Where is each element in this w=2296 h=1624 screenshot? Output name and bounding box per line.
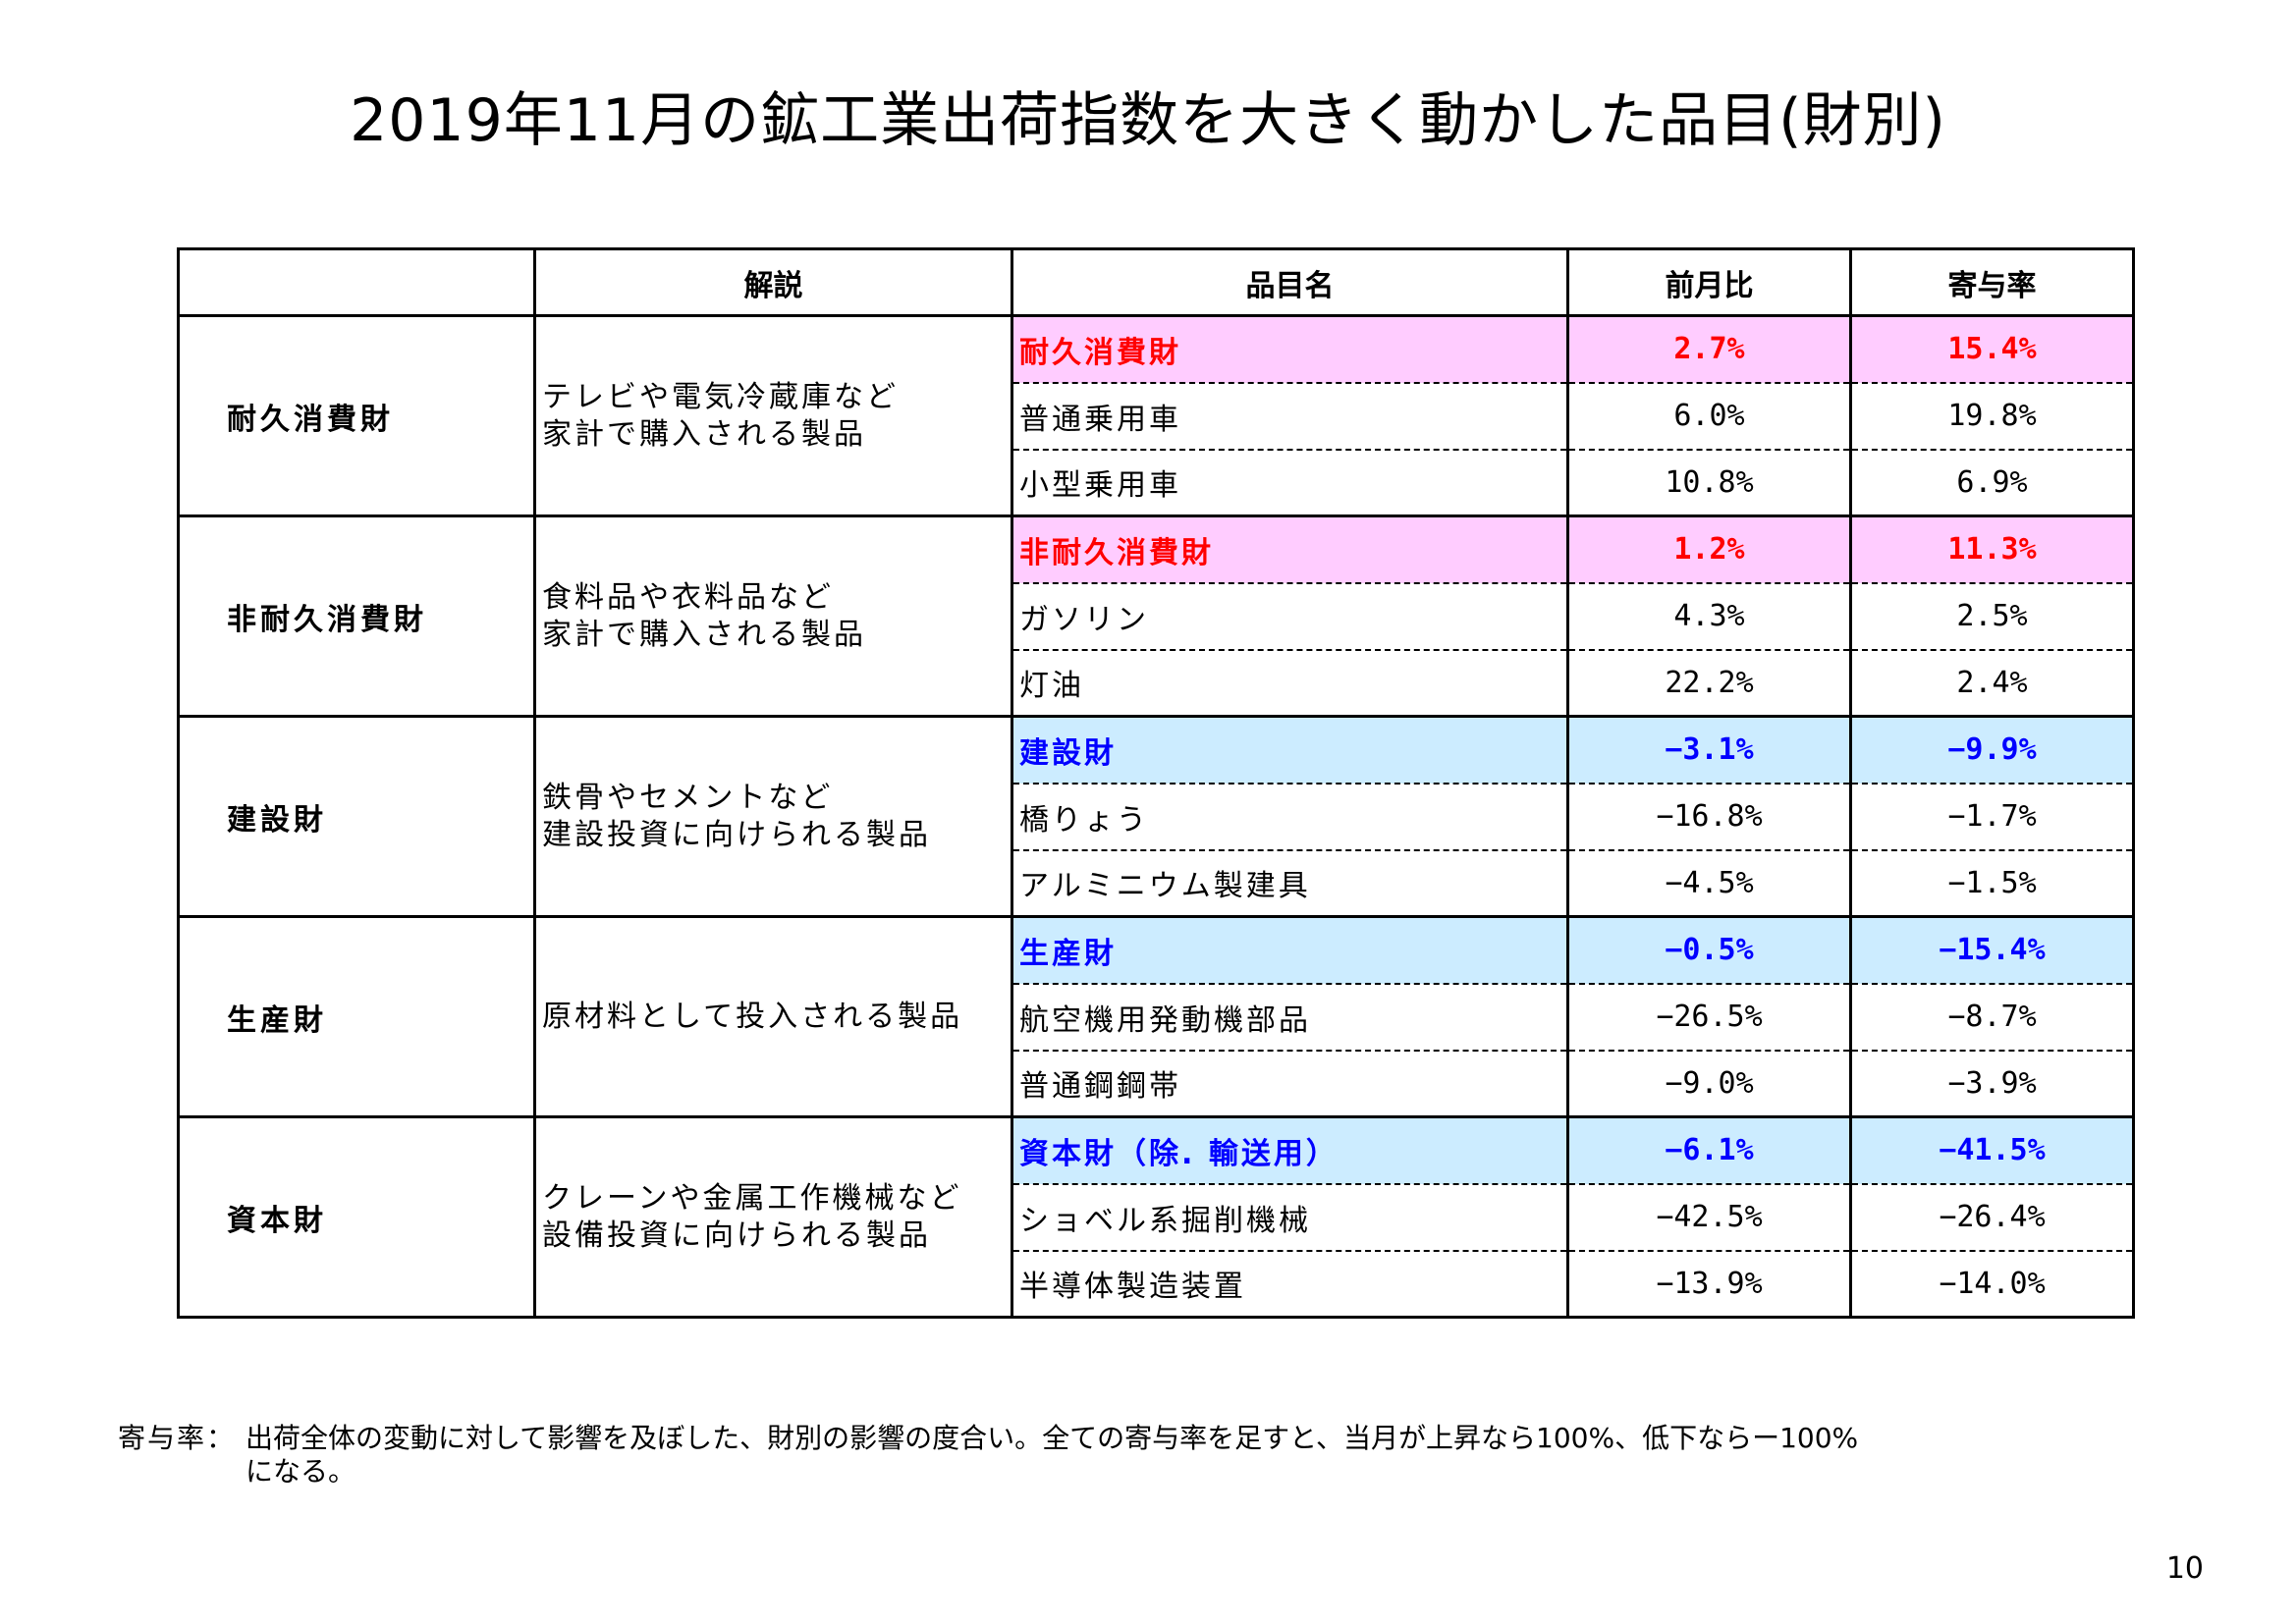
table-row: 資本財 クレーンや金属工作機械など 設備投資に向けられる製品 資本財（除. 輸送…: [177, 1115, 2135, 1319]
table-row: ガソリン 4.3% 2.5%: [179, 582, 2135, 651]
contribution-value: −3.9%: [1849, 1050, 2135, 1118]
description-line: クレーンや金属工作機械など: [542, 1180, 962, 1216]
mom-value: 10.8%: [1566, 449, 1852, 517]
mom-value: −42.5%: [1566, 1183, 1852, 1252]
description-line: 原材料として投入される製品: [542, 999, 963, 1034]
item-name: アルミニウム製建具: [1011, 849, 1569, 918]
contribution-value: 2.5%: [1849, 582, 2135, 651]
group-description: 鉄骨やセメントなど 建設投資に向けられる製品: [533, 715, 1013, 918]
table-row: アルミニウム製建具 −4.5% −1.5%: [179, 849, 2135, 918]
mom-value: −0.5%: [1566, 915, 1852, 985]
contribution-value: 11.3%: [1849, 514, 2135, 584]
table-row: 生産財 原材料として投入される製品 生産財 −0.5% −15.4%: [177, 915, 2135, 1118]
header-contribution: 寄与率: [1849, 247, 2135, 317]
mom-value: −9.0%: [1566, 1050, 1852, 1118]
table-row: ショベル系掘削機械 −42.5% −26.4%: [179, 1183, 2135, 1252]
item-name: ガソリン: [1011, 582, 1569, 651]
group-name: 耐久消費財: [177, 314, 536, 517]
header-item-name: 品目名: [1011, 247, 1569, 317]
table-row: 非耐久消費財 食料品や衣料品など 家計で購入される製品 非耐久消費財 1.2% …: [177, 514, 2135, 718]
group-name: 生産財: [177, 915, 536, 1118]
contribution-value: −15.4%: [1849, 915, 2135, 985]
table-row: 航空機用発動機部品 −26.5% −8.7%: [179, 983, 2135, 1052]
header-row: 解説 品目名 前月比 寄与率: [177, 247, 2135, 317]
header-mom-change: 前月比: [1566, 247, 1852, 317]
mom-value: 6.0%: [1566, 382, 1852, 451]
page-title: 2019年11月の鉱工業出荷指数を大きく動かした品目(財別): [350, 86, 1946, 155]
item-name: 資本財（除. 輸送用）: [1011, 1115, 1569, 1185]
item-name: 灯油: [1011, 649, 1569, 718]
description-line: 建設投資に向けられる製品: [542, 817, 931, 852]
contribution-value: 15.4%: [1849, 314, 2135, 384]
table-row: 普通鋼鋼帯 −9.0% −3.9%: [179, 1050, 2135, 1118]
description-line: 家計で購入される製品: [542, 617, 866, 652]
header-description: 解説: [533, 247, 1013, 317]
contribution-value: 19.8%: [1849, 382, 2135, 451]
contribution-value: −8.7%: [1849, 983, 2135, 1052]
contribution-value: 6.9%: [1849, 449, 2135, 517]
mom-value: −26.5%: [1566, 983, 1852, 1052]
group-description: クレーンや金属工作機械など 設備投資に向けられる製品: [533, 1115, 1013, 1319]
table-row: 橋りょう −16.8% −1.7%: [179, 783, 2135, 851]
item-name: 建設財: [1011, 715, 1569, 785]
mom-value: −16.8%: [1566, 783, 1852, 851]
contribution-value: −1.5%: [1849, 849, 2135, 918]
item-name: 生産財: [1011, 915, 1569, 985]
shipment-table: 解説 品目名 前月比 寄与率 耐久消費財 テレビや電気冷蔵庫など 家計で購入され…: [177, 247, 2135, 1319]
item-name: 耐久消費財: [1011, 314, 1569, 384]
footnote-line-2: になる。: [246, 1455, 356, 1488]
mom-value: 4.3%: [1566, 582, 1852, 651]
item-name: 普通鋼鋼帯: [1011, 1050, 1569, 1118]
page-number: 10: [2165, 1551, 2204, 1586]
item-name: 普通乗用車: [1011, 382, 1569, 451]
contribution-value: −1.7%: [1849, 783, 2135, 851]
footnote-text: 出荷全体の変動に対して影響を及ぼした、財別の影響の度合い。全ての寄与率を足すと、…: [246, 1422, 1859, 1454]
table-row: 建設財 鉄骨やセメントなど 建設投資に向けられる製品 建設財 −3.1% −9.…: [177, 715, 2135, 918]
group-description: 原材料として投入される製品: [533, 915, 1013, 1118]
table-row: 半導体製造装置 −13.9% −14.0%: [179, 1250, 2135, 1319]
item-name: ショベル系掘削機械: [1011, 1183, 1569, 1252]
item-name: 橋りょう: [1011, 783, 1569, 851]
group-description: テレビや電気冷蔵庫など 家計で購入される製品: [533, 314, 1013, 517]
header-blank: [177, 247, 536, 317]
description-line: 鉄骨やセメントなど: [542, 780, 834, 815]
group-description: 食料品や衣料品など 家計で購入される製品: [533, 514, 1013, 718]
mom-value: 1.2%: [1566, 514, 1852, 584]
group-name: 非耐久消費財: [177, 514, 536, 718]
description-line: 設備投資に向けられる製品: [542, 1218, 931, 1253]
contribution-value: 2.4%: [1849, 649, 2135, 718]
item-name: 小型乗用車: [1011, 449, 1569, 517]
mom-value: −3.1%: [1566, 715, 1852, 785]
mom-value: 2.7%: [1566, 314, 1852, 384]
item-name: 航空機用発動機部品: [1011, 983, 1569, 1052]
description-line: 家計で購入される製品: [542, 416, 866, 452]
contribution-value: −14.0%: [1849, 1250, 2135, 1319]
table-row: 耐久消費財 テレビや電気冷蔵庫など 家計で購入される製品 耐久消費財 2.7% …: [177, 314, 2135, 517]
footnote: 寄与率： 出荷全体の変動に対して影響を及ぼした、財別の影響の度合い。全ての寄与率を…: [118, 1422, 2180, 1489]
table-row: 小型乗用車 10.8% 6.9%: [179, 449, 2135, 517]
description-line: テレビや電気冷蔵庫など: [542, 379, 899, 414]
contribution-value: −41.5%: [1849, 1115, 2135, 1185]
table-row: 灯油 22.2% 2.4%: [179, 649, 2135, 718]
footnote-label: 寄与率：: [118, 1422, 237, 1454]
mom-value: −6.1%: [1566, 1115, 1852, 1185]
mom-value: −13.9%: [1566, 1250, 1852, 1319]
description-line: 食料品や衣料品など: [542, 579, 834, 615]
group-name: 資本財: [177, 1115, 536, 1319]
item-name: 半導体製造装置: [1011, 1250, 1569, 1319]
contribution-value: −9.9%: [1849, 715, 2135, 785]
contribution-value: −26.4%: [1849, 1183, 2135, 1252]
table-row: 普通乗用車 6.0% 19.8%: [179, 382, 2135, 451]
item-name: 非耐久消費財: [1011, 514, 1569, 584]
footnote-line-1: 寄与率： 出荷全体の変動に対して影響を及ぼした、財別の影響の度合い。全ての寄与率を…: [118, 1422, 2180, 1455]
mom-value: −4.5%: [1566, 849, 1852, 918]
group-name: 建設財: [177, 715, 536, 918]
mom-value: 22.2%: [1566, 649, 1852, 718]
